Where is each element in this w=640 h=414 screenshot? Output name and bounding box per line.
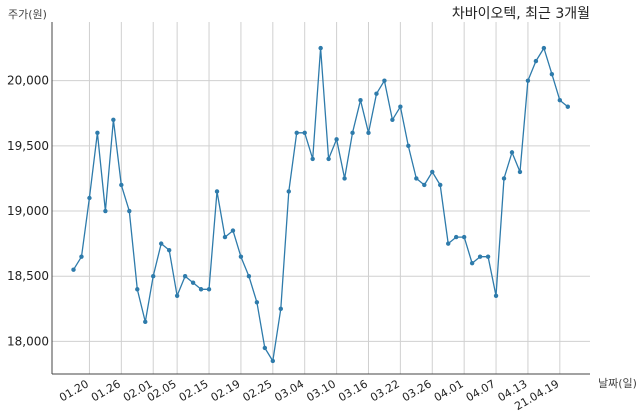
- data-point: [485, 254, 491, 259]
- chart-title: 차바이오텍, 최근 3개월: [452, 6, 590, 22]
- data-point: [310, 156, 315, 162]
- data-point: [469, 260, 475, 266]
- x-tick-label: 03.26: [400, 377, 434, 404]
- data-point: [446, 241, 451, 246]
- y-tick-label: 18,000: [7, 334, 49, 348]
- x-tick-label: 03.10: [304, 377, 338, 404]
- grid: [52, 22, 590, 374]
- data-point: [533, 58, 539, 64]
- data-point: [206, 287, 212, 292]
- data-point: [158, 241, 164, 246]
- data-point: [414, 176, 419, 181]
- data-point: [87, 195, 92, 201]
- data-point: [342, 176, 347, 181]
- data-point: [119, 182, 124, 188]
- data-point: [398, 104, 403, 109]
- data-point: [174, 293, 180, 298]
- data-point: [318, 45, 323, 51]
- data-point: [358, 98, 363, 103]
- data-point: [374, 91, 379, 96]
- data-point: [190, 280, 196, 285]
- data-point: [182, 274, 188, 279]
- data-point: [294, 130, 299, 136]
- data-point: [151, 274, 156, 279]
- x-tick-label: 03.22: [368, 377, 402, 404]
- data-point: [286, 189, 291, 194]
- x-tick-label: 01.20: [57, 377, 91, 404]
- data-point: [79, 254, 84, 259]
- data-point: [326, 156, 331, 162]
- price-line: [72, 47, 569, 362]
- x-axis-ticks: 01.2001.2602.0102.0502.1502.1902.2503.04…: [57, 377, 561, 413]
- data-point: [406, 143, 411, 149]
- data-point: [493, 293, 499, 298]
- data-point: [461, 234, 467, 240]
- series-layer: [71, 45, 570, 364]
- data-point: [254, 300, 260, 305]
- y-axis-ticks: 18,000 18,500 19,000 19,500 20,000: [7, 74, 49, 349]
- x-tick-label: 04.07: [464, 377, 498, 404]
- data-point: [238, 254, 244, 259]
- data-point: [565, 104, 570, 109]
- y-tick-label: 18,500: [7, 269, 49, 283]
- data-point: [198, 287, 204, 292]
- y-tick-label: 20,000: [7, 74, 49, 88]
- y-tick-label: 19,500: [7, 139, 49, 153]
- data-point: [270, 358, 276, 364]
- data-point: [557, 98, 563, 103]
- data-point: [246, 274, 252, 279]
- data-point: [350, 130, 355, 136]
- data-point: [366, 130, 371, 136]
- data-point: [214, 189, 220, 194]
- data-point: [103, 208, 108, 214]
- x-tick-label: 02.25: [241, 377, 275, 404]
- data-point: [382, 78, 387, 83]
- data-point: [541, 45, 547, 51]
- data-point: [111, 117, 116, 122]
- data-point: [95, 130, 100, 136]
- x-axis-label: 날짜(일): [598, 376, 637, 390]
- data-point: [302, 130, 307, 136]
- x-tick-label: 04.01: [432, 377, 466, 404]
- data-point: [509, 150, 515, 155]
- data-point: [166, 247, 172, 253]
- data-point: [517, 169, 523, 175]
- data-point: [430, 169, 435, 175]
- data-point: [501, 176, 507, 181]
- x-tick-label: 03.16: [336, 377, 370, 404]
- x-tick-label: 03.04: [272, 377, 306, 404]
- data-point: [453, 234, 459, 240]
- data-point: [222, 234, 228, 240]
- y-axis-label: 주가(원): [8, 8, 47, 21]
- data-point: [143, 319, 148, 325]
- axes: [51, 22, 590, 375]
- data-point: [278, 306, 283, 312]
- data-point: [390, 117, 395, 122]
- data-point: [477, 254, 483, 259]
- data-point: [334, 137, 339, 142]
- x-tick-label: 01.26: [89, 377, 123, 404]
- x-tick-label: 02.15: [177, 377, 211, 404]
- data-point: [127, 208, 132, 214]
- y-tick-label: 19,000: [7, 204, 49, 218]
- data-point: [135, 287, 140, 292]
- data-point: [525, 78, 531, 83]
- data-point: [422, 182, 427, 188]
- data-point: [549, 71, 555, 77]
- data-point: [230, 228, 236, 233]
- x-tick-label: 02.19: [209, 377, 243, 404]
- data-point: [262, 345, 268, 351]
- data-point: [71, 267, 76, 272]
- data-point: [438, 182, 443, 188]
